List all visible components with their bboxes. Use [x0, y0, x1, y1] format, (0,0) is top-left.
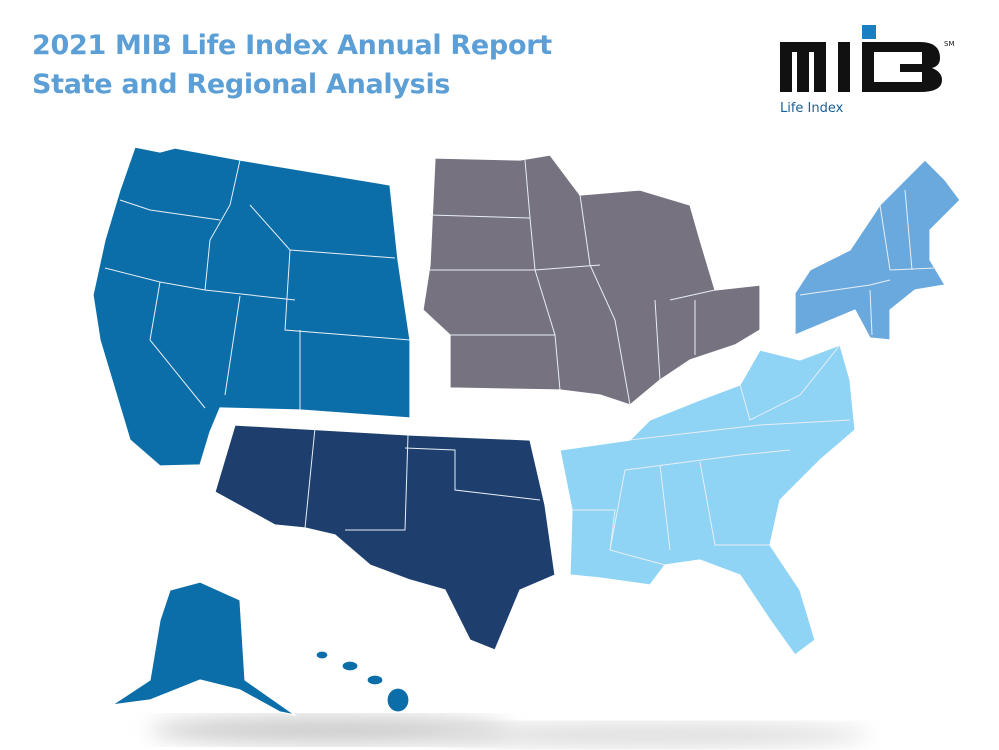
shadow	[150, 716, 510, 744]
logo: SM Life Index	[780, 25, 954, 116]
region-west	[92, 146, 411, 716]
shadow	[430, 723, 870, 747]
region-southwest	[214, 424, 556, 651]
region-midwest	[422, 154, 761, 406]
region-southeast	[559, 344, 856, 656]
title: 2021 MIB Life Index Annual Report	[32, 30, 552, 61]
region-northeast	[794, 159, 961, 341]
logo-tagline: Life Index	[780, 101, 844, 116]
logo-mark: SM	[944, 40, 954, 48]
subtitle: State and Regional Analysis	[32, 69, 451, 100]
